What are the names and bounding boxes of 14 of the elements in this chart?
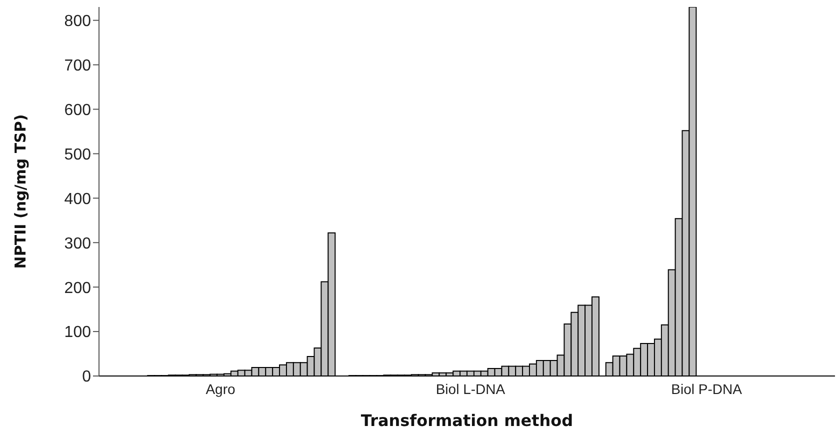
- y-tick-label: 100: [64, 324, 92, 342]
- y-tick-label: 700: [64, 57, 92, 74]
- x-axis-title: Transformation method: [360, 411, 574, 430]
- y-tick-label: 0: [82, 368, 92, 386]
- y-tick-label: 800: [64, 13, 92, 30]
- x-tick-label: Biol P-DNA: [671, 380, 743, 397]
- y-axis-title: NPTII (ng/mg TSP): [11, 114, 30, 269]
- y-tick-label: 200: [64, 280, 92, 297]
- y-tick-label: 500: [64, 146, 92, 164]
- y-tick-label: 600: [64, 102, 92, 119]
- y-tick-label: 400: [64, 190, 92, 208]
- y-tick-label: 300: [64, 235, 92, 252]
- x-tick-label: Biol L-DNA: [436, 380, 506, 397]
- x-tick-label: Agro: [206, 380, 236, 397]
